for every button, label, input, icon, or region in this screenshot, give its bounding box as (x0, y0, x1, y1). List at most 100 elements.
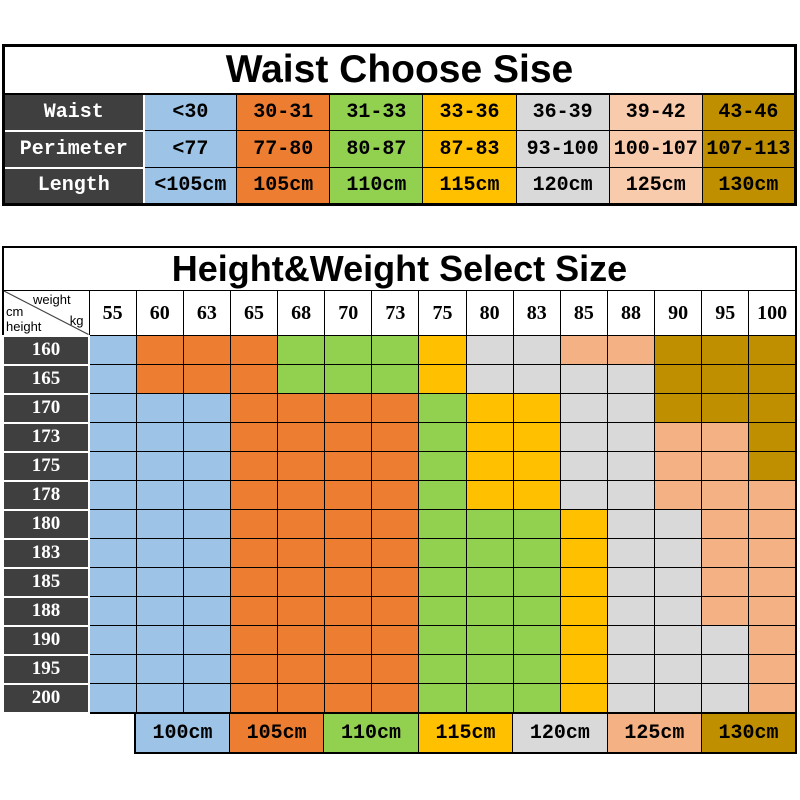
size-cell (701, 451, 750, 481)
size-cell (701, 596, 750, 626)
size-cell (182, 567, 231, 597)
size-cell (229, 567, 279, 597)
size-cell (276, 393, 326, 423)
size-cell (465, 451, 514, 481)
legend-item: 110cm (323, 712, 419, 754)
waist-value-cell: 105cm (236, 167, 331, 205)
waist-value-cell: 93-100 (515, 130, 610, 168)
height-row: 173 (2, 421, 797, 453)
height-row: 160 (2, 334, 797, 366)
height-row-header: 173 (2, 421, 90, 453)
weight-column-header: 80 (465, 290, 514, 336)
height-row: 183 (2, 537, 797, 569)
size-cell (371, 654, 420, 684)
size-cell (465, 422, 514, 452)
size-cell (418, 596, 467, 626)
height-row-header: 178 (2, 479, 90, 511)
size-cell (371, 538, 420, 568)
legend-row: 100cm 105cm 110cm 115cm 120cm 125cm 130cm (134, 712, 797, 754)
size-cell (512, 654, 561, 684)
size-cell (135, 596, 184, 626)
size-cell (182, 393, 231, 423)
weight-column-header: 65 (229, 290, 279, 336)
size-cell (88, 335, 137, 365)
size-cell (324, 596, 373, 626)
size-cell (606, 451, 656, 481)
weight-column-header: 63 (182, 290, 231, 336)
size-cell (465, 625, 514, 655)
size-cell (88, 654, 137, 684)
size-cell (324, 538, 373, 568)
size-cell (701, 567, 750, 597)
size-cell (653, 480, 703, 510)
size-cell (371, 422, 420, 452)
size-cell (229, 683, 279, 713)
size-cell (606, 364, 656, 394)
size-cell (701, 480, 750, 510)
size-cell (748, 451, 797, 481)
size-cell (229, 422, 279, 452)
size-cell (701, 509, 750, 539)
height-row: 175 (2, 450, 797, 482)
size-cell (182, 451, 231, 481)
height-row-header: 200 (2, 682, 90, 714)
size-cell (653, 364, 703, 394)
size-cell (512, 422, 561, 452)
size-cell (135, 538, 184, 568)
size-cell (371, 393, 420, 423)
size-cell (512, 509, 561, 539)
waist-value-cell: <30 (142, 93, 238, 131)
waist-size-table: Waist Choose Sise Waist <30 30-31 31-33 33-3… (2, 44, 797, 206)
waist-row-header: Length (2, 166, 145, 206)
size-cell (324, 480, 373, 510)
size-cell (512, 364, 561, 394)
size-cell (701, 422, 750, 452)
size-cell (748, 364, 797, 394)
size-cell (653, 451, 703, 481)
height-row-header: 188 (2, 595, 90, 627)
size-color-legend: 100cm 105cm 110cm 115cm 120cm 125cm 130cm (134, 712, 797, 754)
size-cell (182, 335, 231, 365)
size-cell (135, 567, 184, 597)
size-cell (653, 509, 703, 539)
size-cell (465, 596, 514, 626)
axis-corner-cell: weight kg cm height (2, 290, 90, 336)
size-cell (418, 335, 467, 365)
height-row-header: 165 (2, 363, 90, 395)
size-cell (748, 567, 797, 597)
size-cell (748, 654, 797, 684)
waist-value-cell: 30-31 (236, 93, 331, 131)
size-cell (182, 422, 231, 452)
waist-value-cell: 120cm (515, 167, 610, 205)
size-cell (653, 567, 703, 597)
size-cell (371, 625, 420, 655)
size-cell (276, 509, 326, 539)
size-cell (465, 393, 514, 423)
size-cell (653, 422, 703, 452)
size-cell (418, 654, 467, 684)
waist-table-title: Waist Choose Sise (2, 44, 797, 95)
size-cell (748, 538, 797, 568)
size-cell (701, 625, 750, 655)
legend-item: 125cm (606, 712, 703, 754)
height-row-header: 170 (2, 392, 90, 424)
size-cell (418, 480, 467, 510)
size-cell (748, 509, 797, 539)
size-cell (653, 596, 703, 626)
size-cell (465, 509, 514, 539)
height-row: 180 (2, 508, 797, 540)
size-cell (559, 596, 608, 626)
waist-table-row: Waist <30 30-31 31-33 33-36 36-39 39-42 43-46 (2, 92, 797, 132)
size-cell (88, 480, 137, 510)
size-cell (559, 538, 608, 568)
height-row: 185 (2, 566, 797, 598)
size-cell (276, 451, 326, 481)
waist-title-row: Waist Choose Sise (2, 44, 797, 95)
size-cell (559, 654, 608, 684)
height-row: 190 (2, 624, 797, 656)
waist-value-cell: 115cm (422, 167, 517, 205)
size-cell (512, 683, 561, 713)
size-cell (653, 335, 703, 365)
size-cell (371, 596, 420, 626)
size-cell (135, 335, 184, 365)
